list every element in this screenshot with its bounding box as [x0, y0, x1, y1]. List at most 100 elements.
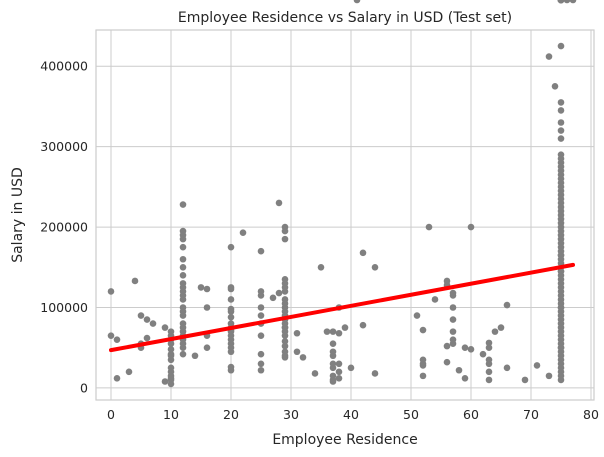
data-point [107, 332, 115, 339]
data-point [281, 342, 289, 350]
data-point [497, 324, 505, 331]
data-point [281, 288, 289, 295]
data-point [455, 366, 463, 374]
data-point [281, 352, 289, 360]
data-point [257, 312, 265, 319]
data-point [485, 368, 493, 376]
data-point [371, 263, 379, 271]
data-point [557, 107, 565, 114]
data-point [485, 344, 493, 352]
data-point [281, 235, 289, 243]
x-tick-label: 40 [343, 407, 359, 422]
data-point [293, 329, 301, 337]
x-tick-label: 80 [583, 407, 599, 422]
y-tick-label: 400000 [40, 59, 88, 74]
data-point [467, 346, 475, 353]
data-point [257, 332, 265, 339]
data-point [179, 312, 187, 319]
grid-lines [96, 30, 594, 400]
data-point [359, 249, 367, 257]
data-point [317, 263, 325, 271]
data-point [239, 229, 247, 236]
x-tick-labels: 0 10 20 30 40 50 60 70 80 [107, 407, 599, 422]
data-point [449, 316, 457, 323]
data-point [323, 328, 331, 335]
data-point [443, 342, 451, 350]
data-point [419, 326, 427, 334]
data-point [179, 296, 187, 303]
data-point [227, 313, 235, 321]
data-point [299, 354, 307, 361]
data-point [161, 378, 169, 385]
data-point [479, 350, 487, 358]
data-point [275, 199, 283, 207]
data-point [167, 380, 175, 388]
data-point [335, 360, 343, 368]
chart-title: Employee Residence vs Salary in USD (Tes… [178, 10, 512, 26]
data-point [257, 247, 265, 255]
data-point [449, 340, 457, 347]
data-point [179, 272, 187, 279]
data-point [419, 372, 427, 380]
data-point [149, 320, 157, 327]
y-axis-label: Salary in USD [10, 167, 26, 263]
data-point [113, 374, 121, 382]
data-point [269, 294, 277, 302]
data-point [203, 344, 211, 352]
data-point [371, 370, 379, 377]
data-point [131, 277, 139, 285]
data-point [191, 352, 199, 360]
y-tick-label: 300000 [40, 139, 88, 154]
x-tick-label: 60 [463, 407, 479, 422]
data-point [329, 378, 337, 385]
data-point [521, 376, 529, 384]
x-tick-label: 30 [283, 407, 299, 422]
data-point [311, 370, 319, 377]
data-point [413, 312, 421, 319]
data-point [167, 350, 175, 358]
y-tick-label: 0 [80, 380, 88, 395]
data-point [143, 316, 151, 323]
data-point [227, 296, 235, 303]
data-point [545, 53, 553, 60]
data-point [167, 328, 175, 335]
data-point [227, 363, 235, 371]
data-point [257, 304, 265, 311]
data-point [179, 255, 187, 263]
data-point [227, 285, 235, 293]
data-point [467, 223, 475, 231]
data-point [353, 0, 361, 4]
regression-line [109, 262, 575, 353]
data-point [179, 243, 187, 251]
data-point [443, 358, 451, 366]
data-point [161, 324, 169, 331]
data-point [275, 289, 283, 297]
data-point [419, 360, 427, 368]
data-point [281, 332, 289, 339]
data-point [461, 374, 469, 382]
data-point [425, 223, 433, 231]
regression-layer [109, 262, 575, 353]
data-point [227, 243, 235, 251]
data-point [137, 312, 145, 319]
data-point [143, 334, 151, 342]
x-tick-label: 0 [107, 407, 115, 422]
data-point [335, 368, 343, 376]
data-point [557, 42, 565, 50]
data-point [557, 376, 565, 384]
y-tick-label: 200000 [40, 220, 88, 235]
data-point [329, 328, 337, 335]
data-point [485, 360, 493, 368]
data-point [227, 308, 235, 315]
data-point [281, 227, 289, 235]
data-point [557, 119, 565, 126]
data-point [179, 344, 187, 352]
x-tick-label: 10 [163, 407, 179, 422]
data-point [551, 83, 559, 90]
data-point [557, 268, 565, 275]
x-axis-label: Employee Residence [272, 432, 417, 448]
data-point [485, 376, 493, 384]
y-tick-labels: 0 100000 200000 300000 400000 [40, 59, 88, 396]
data-point [179, 235, 187, 243]
